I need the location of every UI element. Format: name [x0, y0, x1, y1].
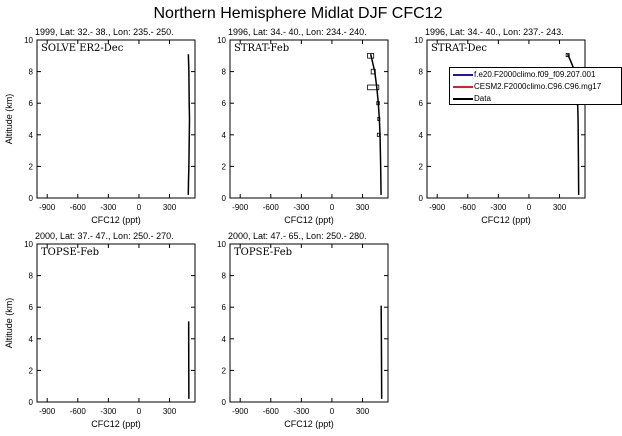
- legend-label: f.e20.F2000climo.f09_f09.207.001: [474, 70, 596, 79]
- x-tick-label: 0: [527, 203, 532, 212]
- panel-header: 2000, Lat: 37.- 47., Lon: 250.- 270.: [35, 231, 174, 241]
- y-tick-label: 0: [222, 398, 227, 407]
- y-tick-label: 8: [222, 68, 227, 77]
- x-tick-label: -900: [39, 407, 56, 416]
- x-tick-label: 300: [553, 203, 567, 212]
- data-profile-line: [369, 54, 382, 195]
- x-tick-label: -300: [100, 203, 117, 212]
- y-tick-label: 4: [29, 131, 34, 140]
- y-tick-label: 0: [419, 194, 424, 203]
- legend-swatch: [453, 74, 473, 76]
- x-tick-label: -300: [293, 203, 310, 212]
- legend-swatch: [453, 86, 473, 88]
- panel-inset-label: SOLVE ER2-Dec: [41, 43, 124, 54]
- data-range-box: [565, 53, 570, 57]
- x-axis-label: CFC12 (ppt): [481, 215, 531, 225]
- y-tick-label: 6: [29, 99, 34, 108]
- data-range-box: [367, 84, 380, 91]
- y-tick-label: 10: [414, 36, 423, 45]
- x-tick-label: -600: [263, 203, 280, 212]
- y-tick-label: 2: [29, 162, 34, 171]
- x-tick-label: -300: [293, 407, 310, 416]
- y-tick-label: 2: [419, 162, 424, 171]
- x-tick-label: -300: [100, 407, 117, 416]
- y-tick-label: 2: [222, 162, 227, 171]
- y-tick-label: 4: [222, 131, 227, 140]
- x-axis-label: CFC12 (ppt): [91, 215, 141, 225]
- y-axis-label: Altitude (km): [4, 94, 14, 145]
- y-tick-label: 4: [419, 131, 424, 140]
- y-tick-label: 2: [222, 366, 227, 375]
- legend-label: Data: [474, 94, 491, 103]
- x-tick-label: -600: [263, 407, 280, 416]
- x-axis-label: CFC12 (ppt): [284, 215, 334, 225]
- legend-swatch: [453, 98, 473, 100]
- panel-inset-label: TOPSE-Feb: [234, 247, 292, 258]
- y-tick-label: 0: [29, 194, 34, 203]
- y-tick-label: 0: [29, 398, 34, 407]
- legend: f.e20.F2000climo.f09_f09.207.001 CESM2.F…: [449, 67, 622, 105]
- plot-frame: [229, 243, 389, 403]
- legend-entry: f.e20.F2000climo.f09_f09.207.001: [450, 69, 621, 81]
- data-range-box: [367, 53, 375, 59]
- panel-header: 1996, Lat: 34.- 40., Lon: 237.- 243.: [425, 27, 564, 37]
- y-tick-label: 2: [29, 366, 34, 375]
- x-tick-label: -900: [232, 203, 249, 212]
- plot-frame: [36, 243, 196, 403]
- y-tick-label: 6: [29, 303, 34, 312]
- x-tick-label: -900: [429, 203, 446, 212]
- plot-frame: [36, 39, 196, 199]
- x-tick-label: 300: [356, 203, 370, 212]
- y-tick-label: 8: [29, 272, 34, 281]
- plot-frame: [229, 39, 389, 199]
- x-tick-label: -300: [490, 203, 507, 212]
- x-tick-label: 300: [163, 407, 177, 416]
- data-profile-line: [187, 54, 191, 195]
- x-tick-label: -600: [70, 407, 87, 416]
- y-tick-label: 8: [29, 68, 34, 77]
- legend-entry: CESM2.F2000climo.C96.C96.mg17: [450, 81, 621, 93]
- panel-header: 2000, Lat: 47.- 65., Lon: 250.- 280.: [228, 231, 367, 241]
- x-tick-label: 300: [356, 407, 370, 416]
- y-tick-label: 4: [29, 335, 34, 344]
- x-tick-label: 300: [163, 203, 177, 212]
- panel-header: 1996, Lat: 34.- 40., Lon: 234.- 240.: [228, 27, 367, 37]
- x-axis-label: CFC12 (ppt): [284, 419, 334, 429]
- legend-entry: Data: [450, 93, 621, 104]
- panel-header: 1999, Lat: 32.- 38., Lon: 235.- 250.: [35, 27, 174, 37]
- x-tick-label: -600: [70, 203, 87, 212]
- x-tick-label: 0: [330, 407, 335, 416]
- x-tick-label: 0: [137, 203, 142, 212]
- data-profile-line: [380, 305, 383, 399]
- y-tick-label: 10: [217, 240, 226, 249]
- y-tick-label: 10: [217, 36, 226, 45]
- y-tick-label: 4: [222, 335, 227, 344]
- panel-inset-label: STRAT-Dec: [431, 43, 487, 54]
- figure-title: Northern Hemisphere Midlat DJF CFC12: [154, 5, 443, 22]
- x-tick-label: -900: [39, 203, 56, 212]
- y-tick-label: 8: [222, 272, 227, 281]
- x-tick-label: -900: [232, 407, 249, 416]
- x-axis-label: CFC12 (ppt): [91, 419, 141, 429]
- y-tick-label: 6: [222, 303, 227, 312]
- panel-inset-label: TOPSE-Feb: [41, 247, 99, 258]
- legend-label: CESM2.F2000climo.C96.C96.mg17: [474, 82, 602, 91]
- y-tick-label: 0: [222, 194, 227, 203]
- y-axis-label: Altitude (km): [4, 298, 14, 349]
- y-tick-label: 10: [24, 240, 33, 249]
- x-tick-label: 0: [330, 203, 335, 212]
- y-tick-label: 6: [222, 99, 227, 108]
- x-tick-label: -600: [460, 203, 477, 212]
- plot-frame: [426, 39, 586, 199]
- x-tick-label: 0: [137, 407, 142, 416]
- data-range-box: [376, 132, 380, 137]
- panel-inset-label: STRAT-Feb: [234, 43, 289, 54]
- y-tick-label: 6: [419, 99, 424, 108]
- y-tick-label: 10: [24, 36, 33, 45]
- y-tick-label: 8: [419, 68, 424, 77]
